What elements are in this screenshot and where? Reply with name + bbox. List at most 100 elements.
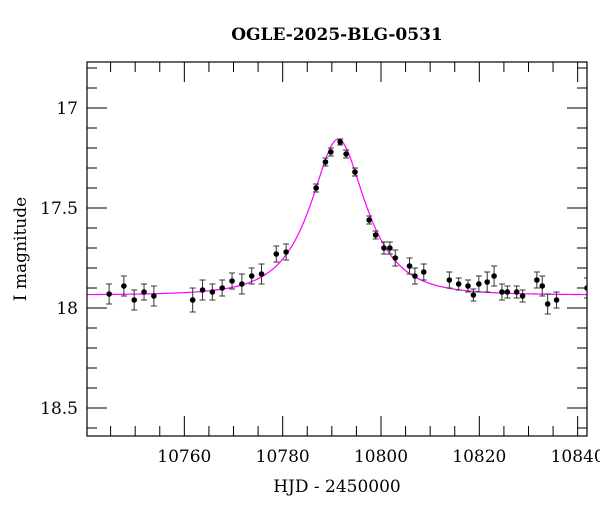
data-marker (313, 185, 319, 191)
data-point (372, 230, 379, 240)
data-point (150, 285, 157, 307)
data-point (219, 279, 226, 297)
data-point (238, 273, 245, 295)
data-point (470, 288, 477, 302)
data-point (229, 272, 236, 290)
axis-ticks (87, 62, 587, 436)
x-tick-label: 10780 (256, 447, 310, 467)
model-curve (87, 138, 587, 296)
data-point (189, 287, 196, 313)
plot-frame (86, 61, 588, 437)
data-marker (229, 278, 235, 284)
data-marker (406, 263, 413, 269)
data-point (544, 293, 551, 315)
data-marker (131, 297, 137, 303)
data-marker (337, 139, 343, 145)
data-point (533, 271, 540, 289)
data-point (420, 263, 427, 281)
data-marker (484, 279, 490, 285)
data-marker (387, 245, 393, 251)
data-marker (121, 283, 127, 289)
data-point (337, 138, 344, 146)
data-point (343, 149, 350, 159)
data-marker (392, 255, 399, 261)
data-marker (283, 249, 289, 255)
data-marker (199, 287, 206, 293)
data-marker (343, 151, 349, 157)
data-marker (189, 297, 196, 303)
data-marker (504, 289, 511, 295)
data-points-group (106, 138, 587, 315)
data-marker (476, 281, 482, 287)
data-point (313, 183, 320, 193)
data-marker (372, 232, 379, 238)
data-point (248, 267, 255, 285)
data-marker (219, 285, 226, 291)
data-marker (141, 289, 147, 295)
x-axis-label: HJD - 2450000 (273, 477, 401, 497)
data-marker (470, 292, 477, 298)
model-curve-group (87, 138, 587, 296)
data-marker (248, 273, 255, 279)
data-marker (544, 301, 551, 307)
data-point (209, 283, 216, 301)
data-marker (273, 251, 280, 257)
data-marker (328, 149, 334, 155)
data-point (327, 147, 334, 157)
data-point (465, 279, 472, 293)
data-marker (553, 297, 560, 303)
data-point (553, 291, 560, 309)
data-marker (352, 169, 358, 175)
data-marker (539, 283, 546, 289)
x-tick-label: 10840 (551, 447, 600, 467)
y-tick-label: 18 (56, 299, 78, 319)
data-point (513, 285, 520, 299)
data-marker (239, 281, 245, 287)
y-tick-label: 17.5 (40, 199, 78, 219)
data-marker (381, 245, 387, 251)
data-marker (455, 281, 462, 287)
data-point (199, 279, 206, 301)
data-marker (412, 273, 418, 279)
data-point (141, 283, 148, 301)
chart-title: OGLE-2025-BLG-0531 (231, 25, 443, 45)
data-marker (366, 217, 373, 223)
data-point (539, 275, 546, 297)
data-marker (499, 289, 505, 295)
data-point (322, 157, 329, 167)
data-point (273, 245, 280, 263)
data-point (484, 271, 491, 293)
data-point (392, 249, 399, 267)
data-point (411, 267, 418, 285)
y-axis-label: I magnitude (11, 197, 31, 301)
data-marker (519, 293, 526, 299)
y-tick-label: 17 (56, 99, 78, 119)
y-tick-label: 18.5 (40, 399, 78, 419)
data-marker (322, 159, 329, 165)
data-marker (151, 293, 157, 299)
data-marker (446, 277, 453, 283)
data-point (519, 289, 526, 303)
data-point (406, 257, 413, 275)
data-marker (258, 271, 265, 277)
data-marker (513, 289, 520, 295)
data-marker (420, 269, 427, 275)
x-tick-label: 10820 (452, 447, 506, 467)
data-point (120, 275, 127, 297)
data-marker (491, 273, 497, 279)
data-point (584, 277, 587, 299)
data-marker (584, 285, 587, 291)
data-point (131, 289, 138, 311)
x-tick-label: 10800 (354, 447, 408, 467)
data-point (106, 283, 113, 305)
data-point (475, 275, 482, 293)
data-point (258, 263, 265, 285)
x-tick-label: 10760 (157, 447, 211, 467)
data-marker (106, 291, 112, 297)
data-point (386, 241, 393, 255)
data-point (504, 285, 511, 299)
data-point (380, 241, 387, 255)
data-point (366, 215, 373, 225)
data-point (351, 167, 358, 177)
